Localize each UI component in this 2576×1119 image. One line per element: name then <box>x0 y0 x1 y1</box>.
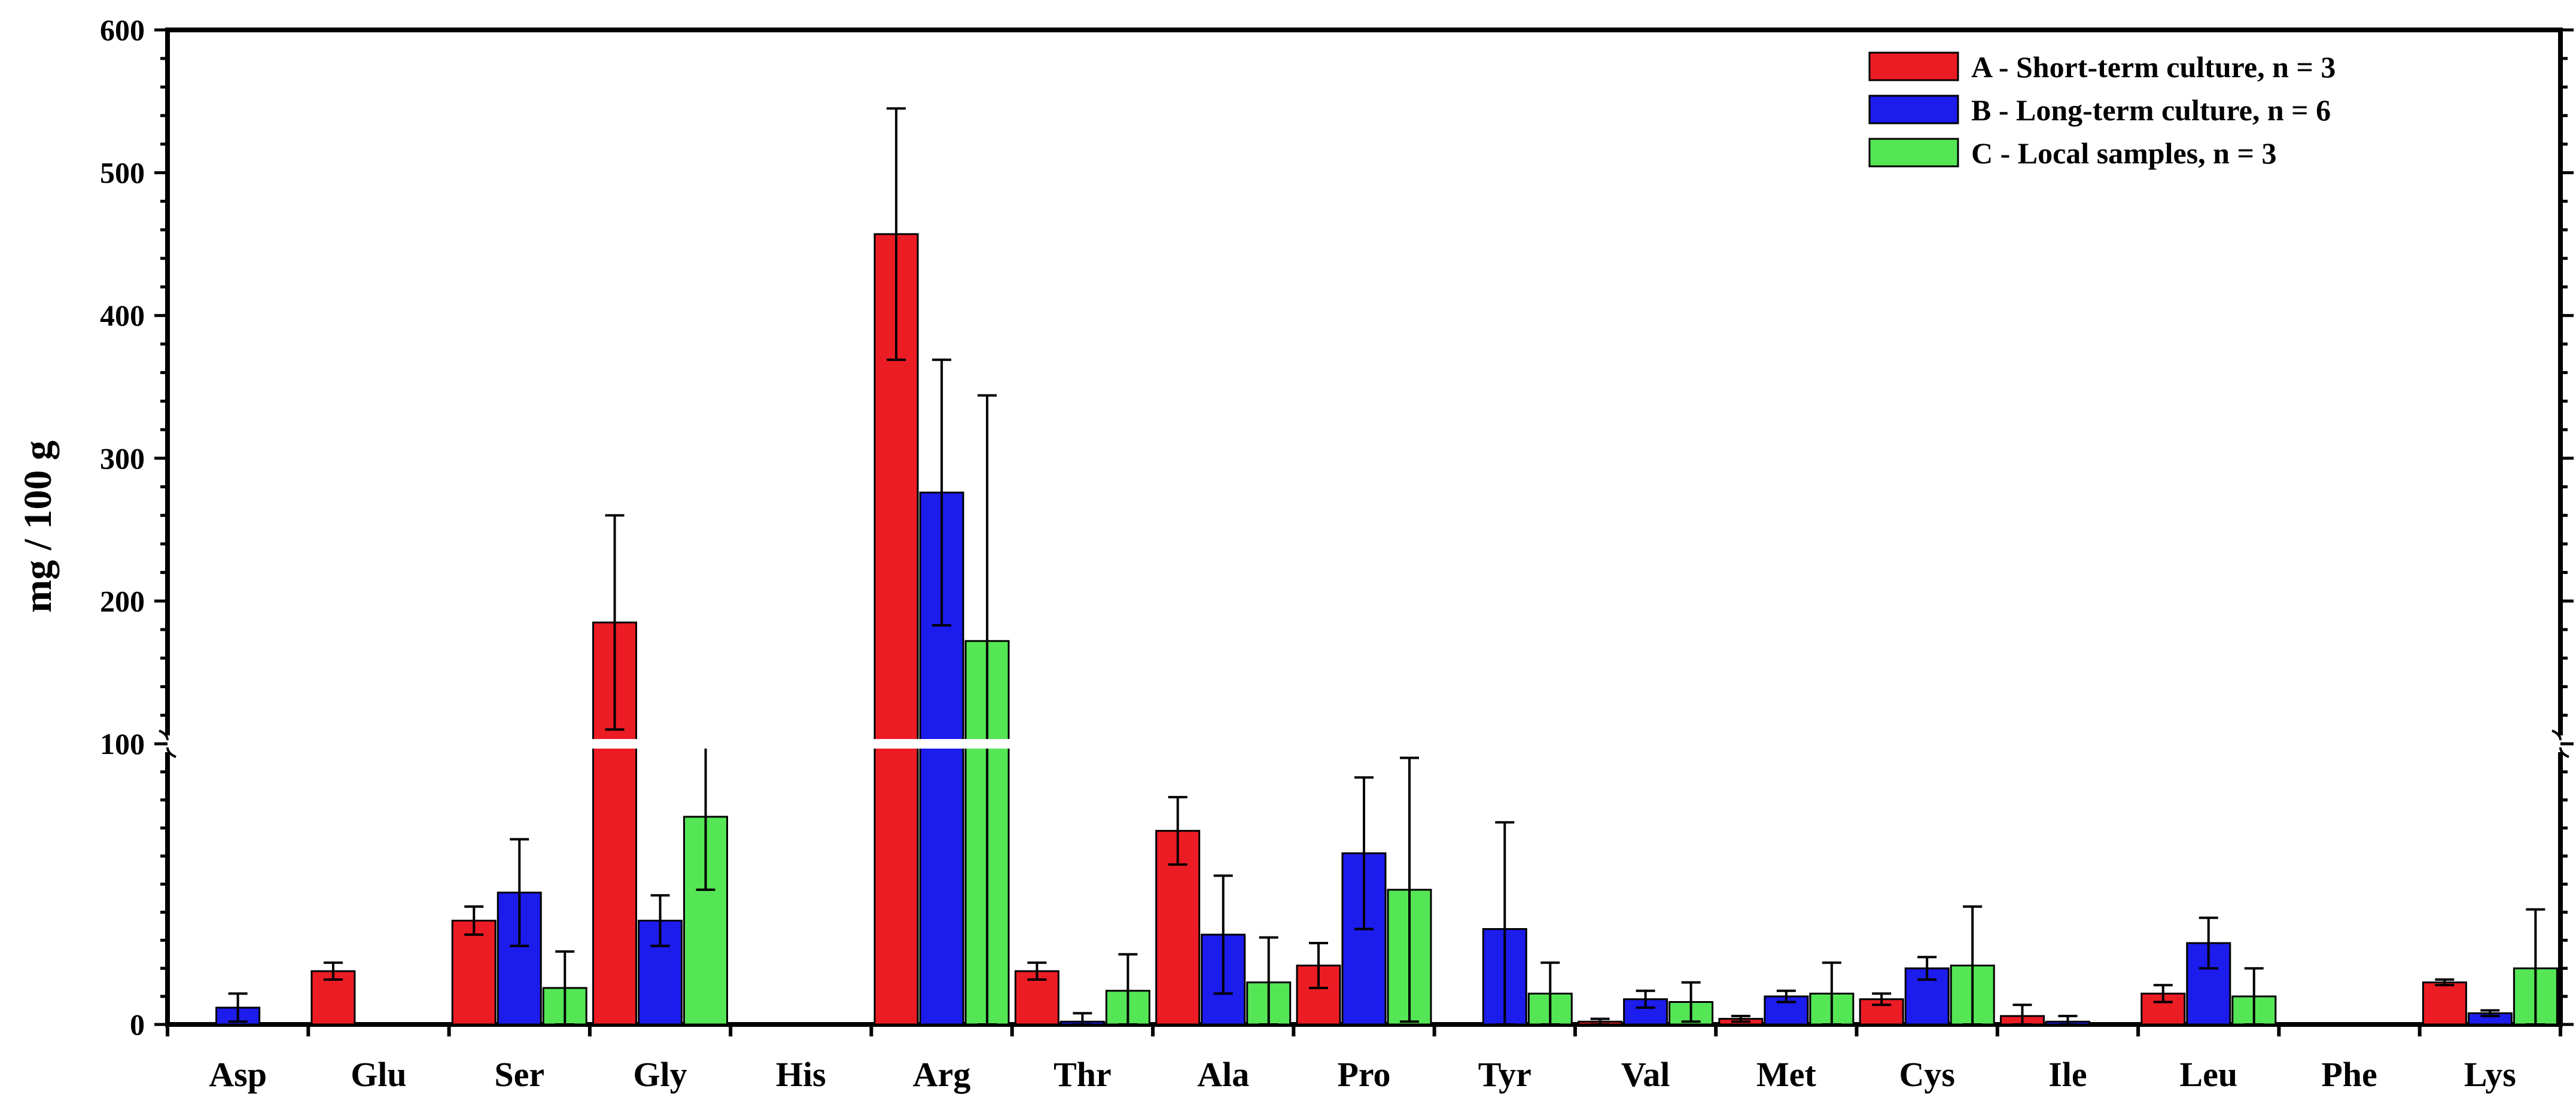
y-tick-label-600: 600 <box>100 13 145 47</box>
bar-ser-series-1 <box>451 920 497 1026</box>
axis-break-gap <box>171 739 2557 749</box>
legend-swatch-3 <box>1868 138 1959 168</box>
x-tick-label-arg: Arg <box>913 1055 971 1094</box>
left-axis-break-mark-bottom <box>166 747 176 758</box>
legend: A - Short-term culture, n = 3 B - Long-te… <box>1868 50 2336 170</box>
x-tick-label-his: His <box>776 1055 826 1094</box>
y-tick-label-200: 200 <box>100 584 145 618</box>
x-tick-label-phe: Phe <box>2321 1055 2377 1094</box>
x-tick-label-ser: Ser <box>494 1055 544 1094</box>
x-tick-label-ile: Ile <box>2048 1055 2087 1094</box>
x-tick-label-asp: Asp <box>209 1055 267 1094</box>
x-tick-label-cys: Cys <box>1899 1055 1954 1094</box>
bar-arg-series-1 <box>873 233 919 1026</box>
chart-error-bars <box>171 107 2557 1026</box>
legend-label-1: A - Short-term culture, n = 3 <box>1971 50 2336 84</box>
x-tick-label-met: Met <box>1756 1055 1816 1094</box>
y-tick-label-0: 0 <box>130 1008 145 1041</box>
x-tick-label-glu: Glu <box>351 1055 407 1094</box>
legend-swatch-1 <box>1868 51 1959 81</box>
y-tick-label-300: 300 <box>100 442 145 475</box>
y-axis-tick-labels: 0 100 200 300 400 500 600 <box>100 13 145 1041</box>
y-tick-label-400: 400 <box>100 299 145 332</box>
x-tick-label-val: Val <box>1621 1055 1670 1094</box>
x-tick-label-ala: Ala <box>1197 1055 1249 1094</box>
bar-ser-series-2 <box>497 892 542 1026</box>
bar-lys-series-1 <box>2422 981 2467 1026</box>
x-tick-label-lys: Lys <box>2464 1055 2516 1094</box>
x-tick-label-thr: Thr <box>1053 1055 1112 1094</box>
chart-bars <box>215 233 2558 1026</box>
legend-swatch-2 <box>1868 95 1959 124</box>
legend-label-3: C - Local samples, n = 3 <box>1971 136 2276 170</box>
y-tick-label-500: 500 <box>100 156 145 190</box>
bar-cys-series-2 <box>1904 967 1950 1026</box>
x-tick-label-leu: Leu <box>2179 1055 2237 1094</box>
left-axis-break-mark-top <box>159 729 169 741</box>
bar-leu-series-2 <box>2186 942 2231 1026</box>
y-axis-title: mg / 100 g <box>16 440 60 613</box>
x-axis-labels: Asp Glu Ser Gly His Arg Thr Ala Pro Tyr Val Met Cys I… <box>209 1055 2516 1094</box>
bar-gly-series-1 <box>592 621 637 1026</box>
y-tick-label-100: 100 <box>100 727 145 761</box>
right-axis-break-mark-bottom <box>2559 747 2569 758</box>
right-axis-break-mark-top <box>2551 729 2562 741</box>
legend-label-2: B - Long-term culture, n = 6 <box>1971 93 2331 127</box>
x-tick-label-pro: Pro <box>1337 1055 1390 1094</box>
x-tick-label-tyr: Tyr <box>1478 1055 1531 1094</box>
x-tick-label-gly: Gly <box>633 1055 687 1094</box>
